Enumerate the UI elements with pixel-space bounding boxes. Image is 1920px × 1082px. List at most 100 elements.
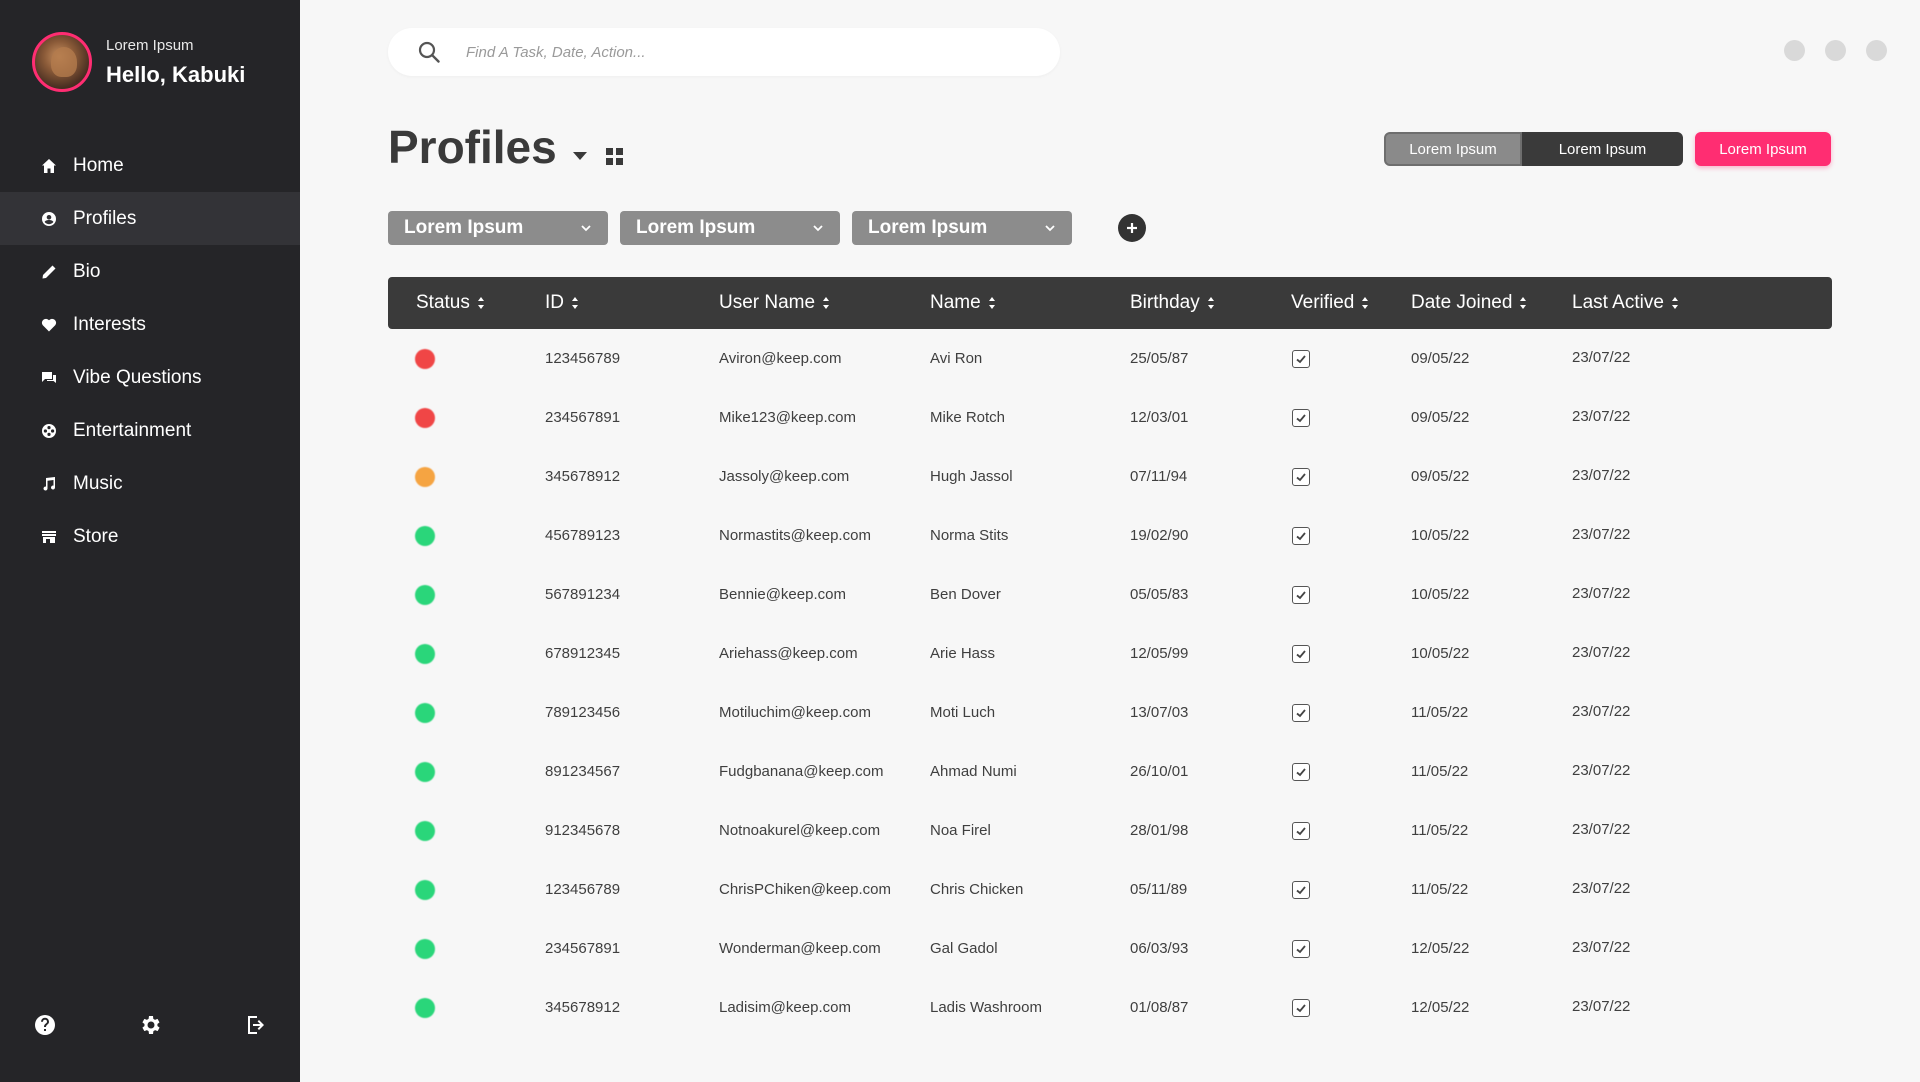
verified-checkbox[interactable] bbox=[1292, 467, 1310, 486]
cell-username: Wonderman@keep.com bbox=[719, 940, 881, 957]
status-dot bbox=[415, 348, 435, 369]
table-row[interactable]: 912345678 Notnoakurel@keep.com Noa Firel 28… bbox=[388, 801, 1832, 860]
sidebar-item-profiles[interactable]: Profiles bbox=[0, 192, 300, 245]
cell-id: 789123456 bbox=[545, 704, 621, 721]
filter-dropdown-3[interactable]: Lorem Ipsum bbox=[852, 211, 1072, 245]
column-header-birthday[interactable]: Birthday bbox=[1130, 277, 1215, 329]
cell-id: 567891234 bbox=[545, 586, 621, 603]
verified-checkbox[interactable] bbox=[1292, 998, 1310, 1017]
table-row[interactable]: 456789123 Normastits@keep.com Norma Stits 1… bbox=[388, 506, 1832, 565]
segment-button-1[interactable]: Lorem Ipsum bbox=[1384, 132, 1522, 166]
sidebar-item-vibe-questions[interactable]: Vibe Questions bbox=[0, 351, 300, 404]
column-header-last-active[interactable]: Last Active bbox=[1572, 277, 1679, 329]
verified-checkbox[interactable] bbox=[1292, 762, 1310, 781]
verified-checkbox[interactable] bbox=[1292, 644, 1310, 663]
filter-dropdown-label: Lorem Ipsum bbox=[868, 217, 988, 238]
cell-verified bbox=[1292, 388, 1310, 447]
cell-status bbox=[415, 978, 435, 1037]
table-row[interactable]: 345678912 Jassoly@keep.com Hugh Jassol 07/1… bbox=[388, 447, 1832, 506]
table-row[interactable]: 567891234 Bennie@keep.com Ben Dover 05/05/8… bbox=[388, 565, 1832, 624]
window-control-dot[interactable] bbox=[1784, 40, 1805, 61]
sort-icon bbox=[823, 297, 830, 309]
verified-checkbox[interactable] bbox=[1292, 821, 1310, 840]
table-row[interactable]: 789123456 Motiluchim@keep.com Moti Luch 13/… bbox=[388, 683, 1832, 742]
sidebar-item-home[interactable]: Home bbox=[0, 139, 300, 192]
segment-button-2[interactable]: Lorem Ipsum bbox=[1522, 132, 1683, 166]
checkmark-icon bbox=[1296, 1003, 1306, 1012]
sidebar-item-music[interactable]: Music bbox=[0, 457, 300, 510]
cell-id: 456789123 bbox=[545, 527, 621, 544]
cell-birthday: 19/02/90 bbox=[1130, 527, 1189, 544]
add-filter-button[interactable] bbox=[1118, 214, 1146, 242]
filter-dropdown-1[interactable]: Lorem Ipsum bbox=[388, 211, 608, 245]
column-header-id[interactable]: ID bbox=[545, 277, 579, 329]
sidebar-item-entertainment[interactable]: Entertainment bbox=[0, 404, 300, 457]
cell-active: 23/07/22 bbox=[1572, 938, 1631, 956]
column-header-name[interactable]: Name bbox=[930, 277, 996, 329]
sidebar-item-bio[interactable]: Bio bbox=[0, 245, 300, 298]
cell-active: 23/07/22 bbox=[1572, 466, 1631, 484]
grid-view-icon[interactable] bbox=[606, 148, 623, 165]
table-row[interactable]: 891234567 Fudgbanana@keep.com Ahmad Numi 26… bbox=[388, 742, 1832, 801]
cell-birthday: 01/08/87 bbox=[1130, 999, 1189, 1016]
status-dot bbox=[415, 525, 435, 546]
table-row[interactable]: 123456789 ChrisPChiken@keep.com Chris Chic… bbox=[388, 860, 1832, 919]
table-body: 123456789 Aviron@keep.com Avi Ron 25/05/87 0… bbox=[388, 329, 1832, 1037]
table-row[interactable]: 234567891 Mike123@keep.com Mike Rotch 12/03… bbox=[388, 388, 1832, 447]
table-row[interactable]: 234567891 Wonderman@keep.com Gal Gadol 06/0… bbox=[388, 919, 1832, 978]
verified-checkbox[interactable] bbox=[1292, 880, 1310, 899]
column-header-label: Last Active bbox=[1572, 292, 1664, 313]
column-header-label: Verified bbox=[1291, 292, 1355, 313]
table-row[interactable]: 345678912 Ladisim@keep.com Ladis Washroom 0… bbox=[388, 978, 1832, 1037]
caret-down-icon[interactable] bbox=[573, 152, 587, 160]
plus-icon bbox=[1127, 223, 1137, 233]
verified-checkbox[interactable] bbox=[1292, 349, 1310, 368]
cell-id: 345678912 bbox=[545, 468, 621, 485]
checkmark-icon bbox=[1296, 885, 1306, 894]
primary-action-button[interactable]: Lorem Ipsum bbox=[1695, 132, 1831, 166]
verified-checkbox[interactable] bbox=[1292, 939, 1310, 958]
column-header-label: User Name bbox=[719, 292, 816, 313]
cell-joined: 09/05/22 bbox=[1411, 468, 1470, 485]
filter-dropdown-2[interactable]: Lorem Ipsum bbox=[620, 211, 840, 245]
cell-active: 23/07/22 bbox=[1572, 584, 1631, 602]
column-header-username[interactable]: User Name bbox=[719, 277, 830, 329]
window-control-dot[interactable] bbox=[1866, 40, 1887, 61]
search-input[interactable] bbox=[466, 43, 1026, 61]
table-row[interactable]: 678912345 Ariehass@keep.com Arie Hass 12/05… bbox=[388, 624, 1832, 683]
column-header-label: ID bbox=[545, 292, 564, 313]
verified-checkbox[interactable] bbox=[1292, 585, 1310, 604]
avatar[interactable] bbox=[32, 32, 92, 92]
cell-name: Ahmad Numi bbox=[930, 763, 1017, 780]
sidebar-item-interests[interactable]: Interests bbox=[0, 298, 300, 351]
cell-verified bbox=[1292, 506, 1310, 565]
cell-status bbox=[415, 329, 435, 388]
window-control-dot[interactable] bbox=[1825, 40, 1846, 61]
verified-checkbox[interactable] bbox=[1292, 408, 1310, 427]
column-header-date-joined[interactable]: Date Joined bbox=[1411, 277, 1527, 329]
chevron-down-icon bbox=[813, 225, 823, 232]
cell-id: 234567891 bbox=[545, 940, 621, 957]
logout-icon[interactable] bbox=[243, 1012, 269, 1038]
cell-active: 23/07/22 bbox=[1572, 643, 1631, 661]
cell-name: Avi Ron bbox=[930, 350, 983, 367]
verified-checkbox[interactable] bbox=[1292, 526, 1310, 545]
sidebar-item-store[interactable]: Store bbox=[0, 510, 300, 563]
cell-status bbox=[415, 624, 435, 683]
checkmark-icon bbox=[1296, 944, 1306, 953]
search-icon[interactable] bbox=[418, 41, 440, 63]
cell-name: Ladis Washroom bbox=[930, 999, 1042, 1016]
sidebar-item-label: Entertainment bbox=[73, 419, 192, 441]
verified-checkbox[interactable] bbox=[1292, 703, 1310, 722]
gear-icon[interactable] bbox=[137, 1012, 163, 1038]
filter-dropdown-label: Lorem Ipsum bbox=[404, 217, 524, 238]
cell-birthday: 25/05/87 bbox=[1130, 350, 1189, 367]
cell-verified bbox=[1292, 801, 1310, 860]
column-header-label: Status bbox=[416, 292, 470, 313]
column-header-verified[interactable]: Verified bbox=[1291, 277, 1369, 329]
sidebar-item-label: Interests bbox=[73, 313, 146, 335]
cell-name: Hugh Jassol bbox=[930, 468, 1013, 485]
help-icon[interactable] bbox=[32, 1012, 58, 1038]
column-header-status[interactable]: Status bbox=[416, 277, 485, 329]
table-row[interactable]: 123456789 Aviron@keep.com Avi Ron 25/05/87 0… bbox=[388, 329, 1832, 388]
